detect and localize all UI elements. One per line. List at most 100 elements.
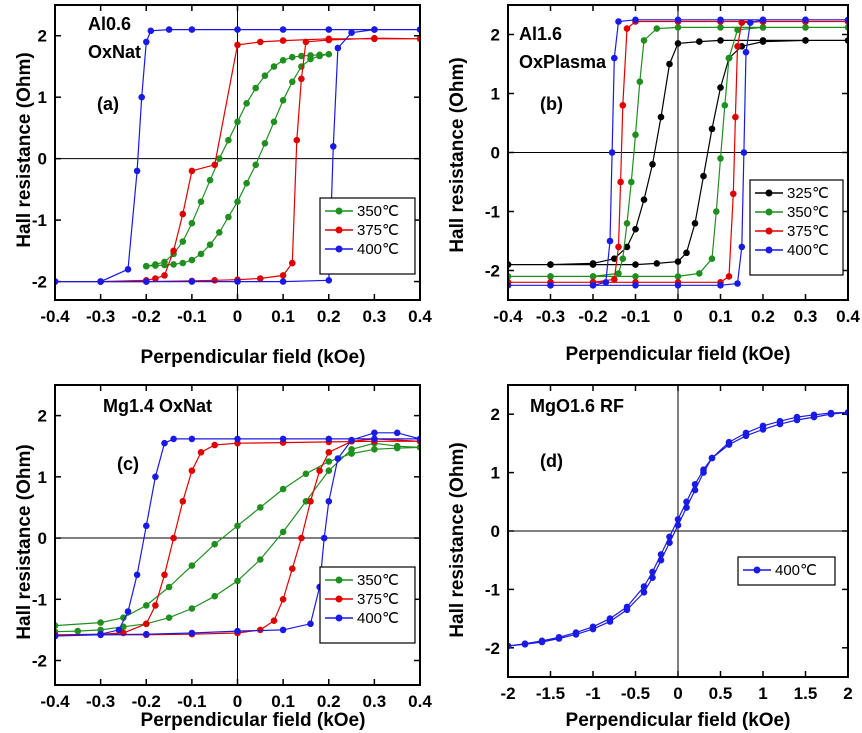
data-point — [623, 25, 631, 32]
data-point — [632, 282, 639, 289]
data-point — [257, 504, 264, 511]
data-point — [334, 44, 342, 52]
data-point — [257, 275, 264, 282]
data-point — [243, 100, 250, 107]
panel-c-ylabel: Hall resistance (Ohm) — [14, 444, 35, 639]
legend: 350℃ 375℃ 400℃ — [319, 197, 416, 275]
data-point — [611, 276, 618, 283]
data-point — [188, 278, 196, 285]
y-tick-label: 1 — [491, 464, 500, 483]
data-point — [225, 136, 232, 144]
data-point — [234, 26, 241, 33]
data-point — [289, 78, 296, 86]
data-point — [320, 534, 328, 542]
legend-marker — [335, 207, 343, 215]
data-point — [115, 626, 123, 634]
data-point — [298, 75, 305, 83]
data-point — [188, 629, 196, 637]
series-blue — [508, 409, 848, 650]
legend-label: 375℃ — [357, 222, 399, 239]
panel-a: Al0.6 OxNat (a) Perpendicular field (kOe… — [14, 4, 432, 368]
data-point — [666, 539, 673, 546]
panel-b: Al1.6 OxPlasma (b) Perpendicular field (… — [447, 4, 860, 365]
x-tick-label: -0.4 — [40, 307, 70, 326]
legend: 400℃ — [737, 556, 836, 586]
data-point — [802, 37, 809, 44]
data-point — [279, 485, 287, 493]
data-point — [307, 498, 314, 505]
data-point — [393, 442, 401, 450]
data-point — [725, 273, 733, 280]
data-point — [742, 48, 750, 56]
series-line — [55, 432, 420, 637]
data-point — [143, 38, 150, 46]
data-point — [143, 602, 150, 609]
series-blue — [55, 26, 420, 285]
data-point — [211, 161, 218, 169]
y-tick-label: -2 — [32, 273, 47, 292]
data-point — [216, 229, 223, 236]
data-point — [371, 429, 378, 437]
data-point — [521, 641, 529, 648]
data-point — [124, 266, 132, 273]
data-point — [325, 26, 333, 33]
data-point — [547, 282, 554, 289]
data-point — [734, 26, 741, 34]
data-point — [691, 486, 699, 494]
data-point — [161, 571, 168, 579]
data-point — [165, 614, 173, 621]
legend-label: 325℃ — [787, 185, 829, 202]
y-tick-label: 2 — [38, 27, 47, 46]
data-point — [279, 626, 287, 634]
plot-frame — [507, 4, 849, 301]
x-tick-label: -2 — [500, 684, 515, 703]
x-tick-label: -0.2 — [578, 307, 607, 326]
data-point — [279, 596, 287, 603]
x-tick-label: 0.2 — [317, 307, 341, 326]
data-point — [555, 635, 563, 642]
data-point — [674, 521, 682, 529]
data-point — [120, 614, 127, 621]
data-point — [623, 606, 631, 614]
legend-marker — [765, 189, 773, 197]
data-point — [657, 556, 665, 564]
x-tick-label: 0.3 — [363, 692, 387, 711]
x-tick-label: 0.1 — [271, 307, 295, 326]
x-tick-label: -0.1 — [621, 307, 650, 326]
data-point — [143, 522, 150, 530]
data-point — [615, 270, 622, 277]
data-point — [623, 220, 631, 227]
data-point — [649, 161, 656, 168]
data-point — [602, 279, 610, 286]
legend-marker — [335, 576, 343, 584]
y-tick-label: -2 — [485, 262, 500, 281]
data-point — [589, 273, 597, 280]
x-tick-label: 1 — [758, 684, 767, 703]
data-point — [307, 52, 314, 59]
legend-box — [749, 179, 844, 276]
legend-marker — [335, 226, 343, 234]
data-point — [674, 40, 682, 47]
data-point — [371, 446, 378, 453]
legend-label: 400℃ — [357, 241, 399, 258]
data-point — [161, 272, 168, 279]
data-point — [293, 136, 301, 144]
x-tick-label: 0.2 — [317, 692, 341, 711]
data-point — [674, 516, 682, 523]
data-point — [589, 282, 597, 289]
x-tick-label: 0 — [233, 307, 242, 326]
data-point — [211, 592, 218, 600]
data-point — [97, 278, 104, 285]
panel-c: Mg1.4 OxNat (c) Perpendicular field (kOe… — [14, 384, 432, 731]
legend-label: 375℃ — [357, 591, 399, 608]
x-tick-label: -0.1 — [177, 692, 206, 711]
panel-d: MgO1.6 RF (d) Perpendicular field (kOe) … — [447, 384, 853, 731]
legend-marker — [335, 595, 343, 603]
data-point — [348, 446, 355, 453]
data-point — [270, 63, 278, 70]
x-tick-label: -0.5 — [621, 684, 650, 703]
data-point — [170, 261, 177, 268]
legend-marker — [335, 245, 343, 253]
legend-marker — [765, 208, 773, 216]
data-point — [691, 481, 699, 488]
